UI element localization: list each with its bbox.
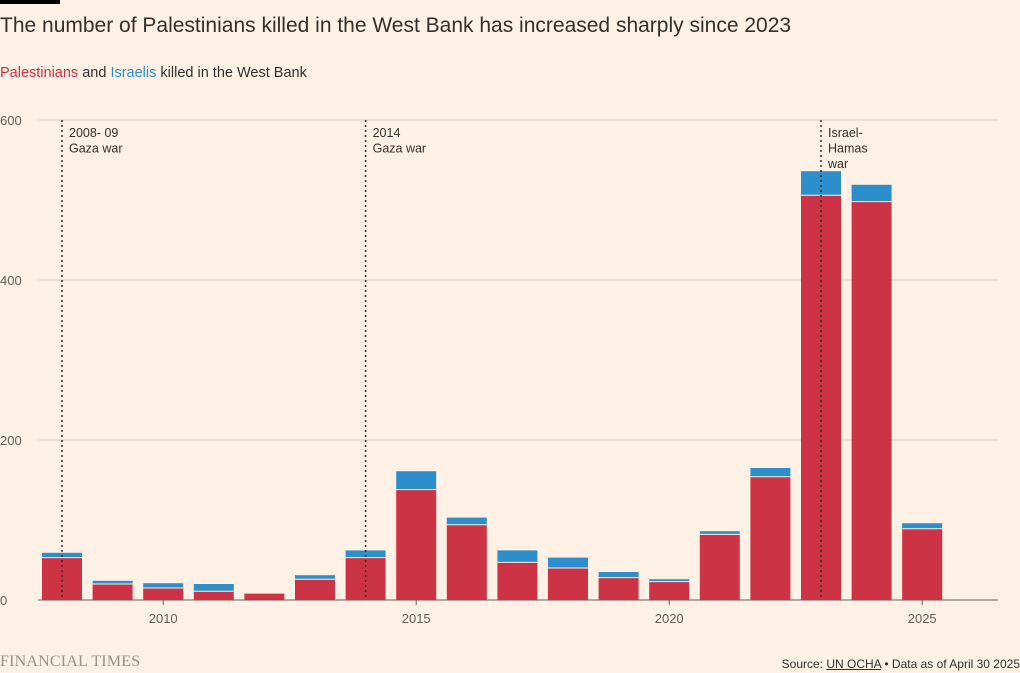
bar-israelis-2014: [345, 550, 386, 558]
bar-palestinians-2013: [295, 579, 335, 600]
bar-israelis-2021: [699, 531, 740, 535]
bar-palestinians-2020: [649, 581, 690, 600]
bar-israelis-2011: [193, 584, 234, 592]
ft-logo: FINANCIAL TIMES: [0, 653, 141, 670]
bar-israelis-2022: [750, 468, 791, 477]
bar-palestinians-2012: [244, 593, 285, 600]
bar-palestinians-2014: [345, 557, 386, 600]
x-tick-label-2010: 2010: [149, 611, 178, 626]
x-tick-label-2025: 2025: [908, 611, 937, 626]
axis-layer: 0 200 400 600 2010 2015 2020 2025: [0, 113, 998, 626]
source-link[interactable]: UN OCHA: [826, 657, 882, 671]
annotation-label-2023-2: war: [827, 157, 848, 171]
bar-palestinians-2024: [851, 201, 892, 600]
bar-palestinians-2022: [750, 476, 791, 600]
y-tick-label-400: 400: [0, 273, 22, 288]
y-tick-label-200: 200: [0, 433, 22, 448]
bar-israelis-2009: [92, 580, 133, 584]
bar-palestinians-2019: [598, 577, 639, 600]
bar-palestinians-2011: [193, 591, 234, 600]
bar-palestinians-2023: [801, 195, 841, 600]
bar-palestinians-2015: [396, 489, 437, 600]
chart-title: The number of Palestinians killed in the…: [0, 14, 792, 37]
bar-israelis-2024: [851, 184, 892, 202]
annotation-label-2014-0: 2014: [373, 126, 401, 140]
source-date: • Data as of April 30 2025: [881, 657, 1020, 671]
chart-subtitle: Palestinians and Israelis killed in the …: [0, 65, 307, 81]
legend-and: and: [78, 65, 111, 81]
bar-israelis-2010: [143, 583, 184, 588]
x-tick-label-2020: 2020: [655, 611, 684, 626]
bar-israelis-2017: [497, 550, 538, 563]
legend-israelis: Israelis: [110, 65, 157, 81]
bar-israelis-2025: [902, 523, 943, 529]
source-note: Source: UN OCHA • Data as of April 30 20…: [782, 657, 1020, 671]
annotation-label-2008-0: 2008- 09: [69, 126, 118, 140]
legend-rest: killed in the West Bank: [156, 65, 307, 81]
bar-israelis-2018: [548, 557, 588, 568]
bar-palestinians-2008: [42, 557, 82, 600]
y-tick-label-600: 600: [0, 113, 22, 128]
annotation-label-2008-1: Gaza war: [69, 142, 123, 156]
x-tick-label-2015: 2015: [402, 611, 431, 626]
bar-palestinians-2009: [92, 584, 133, 600]
bar-israelis-2015: [396, 471, 437, 490]
bar-israelis-2020: [649, 579, 690, 582]
bar-palestinians-2021: [699, 534, 740, 600]
annotation-layer: 2008- 09 Gaza war 2014 Gaza war Israel- Hamas…: [61, 120, 868, 600]
legend-palestinians: Palestinians: [0, 65, 79, 81]
bar-israelis-2013: [295, 575, 335, 580]
bar-palestinians-2010: [143, 588, 184, 600]
bar-palestinians-2017: [497, 562, 538, 600]
annotation-label-2023-1: Hamas: [828, 142, 868, 156]
annotation-label-2023-0: Israel-: [828, 126, 863, 140]
annotation-label-2014-1: Gaza war: [373, 142, 427, 156]
bar-palestinians-2016: [446, 524, 487, 600]
source-label: Source:: [781, 657, 827, 671]
bar-palestinians-2018: [548, 568, 588, 600]
bar-palestinians-2025: [902, 528, 943, 600]
bar-israelis-2016: [446, 517, 487, 525]
bar-israelis-2019: [598, 572, 639, 578]
bar-layer: [42, 171, 943, 600]
y-tick-label-0: 0: [0, 593, 7, 608]
brand-top-bar: [0, 0, 60, 4]
